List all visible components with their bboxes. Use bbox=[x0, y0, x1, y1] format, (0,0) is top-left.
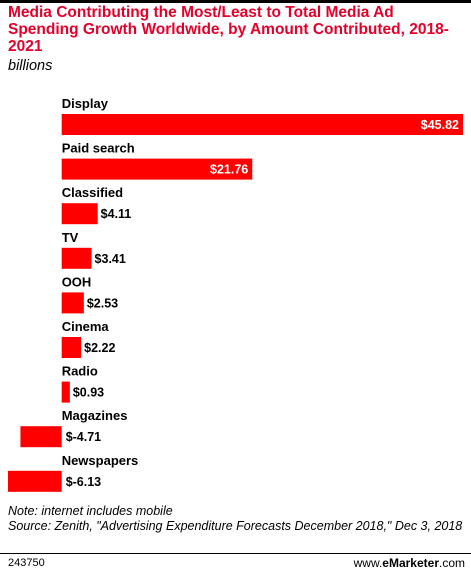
category-label-ooh: OOH bbox=[62, 274, 92, 289]
bar-paid-search bbox=[61, 158, 253, 180]
footnote-source: Source: Zenith, "Advertising Expenditure… bbox=[8, 519, 463, 533]
value-label-paid-search: $21.76 bbox=[210, 163, 248, 177]
category-label-classified: Classified bbox=[62, 185, 123, 200]
chart-title: Media Contributing the Most/Least to Tot… bbox=[8, 4, 449, 55]
category-label-paid-search: Paid search bbox=[62, 141, 135, 156]
category-label-cinema: Cinema bbox=[62, 319, 110, 334]
category-label-tv: TV bbox=[62, 230, 79, 245]
bar-ooh bbox=[61, 292, 84, 314]
bar-classified bbox=[61, 203, 98, 225]
value-label-cinema: $2.22 bbox=[84, 341, 115, 355]
value-label-classified: $4.11 bbox=[101, 207, 132, 221]
brand-prefix: www. bbox=[353, 556, 383, 570]
value-label-newspapers: $-6.13 bbox=[66, 475, 101, 489]
bottom-rule bbox=[0, 553, 471, 554]
bar-tv bbox=[61, 247, 92, 269]
category-label-magazines: Magazines bbox=[62, 408, 128, 423]
bar-cinema bbox=[61, 337, 82, 358]
category-label-newspapers: Newspapers bbox=[62, 453, 139, 468]
bar-chart: Display $45.82 Paid search $21.76 Classified… bbox=[8, 96, 464, 492]
bar-magazines bbox=[20, 426, 62, 448]
chart-id: 243750 bbox=[8, 557, 45, 569]
value-label-tv: $3.41 bbox=[95, 252, 126, 266]
emarketer-logo[interactable]: www.eMarketer.com bbox=[354, 556, 465, 570]
top-rule bbox=[0, 0, 471, 3]
brand-name: eMarketer bbox=[382, 556, 439, 570]
brand-suffix: .com bbox=[438, 556, 465, 570]
category-label-radio: Radio bbox=[62, 364, 98, 379]
value-label-ooh: $2.53 bbox=[87, 296, 118, 310]
value-label-radio: $0.93 bbox=[73, 386, 104, 400]
bar-display bbox=[61, 114, 464, 135]
chart-subtitle: billions bbox=[8, 58, 53, 74]
footnote-note: Note: internet includes mobile bbox=[8, 504, 173, 518]
bar-newspapers bbox=[8, 470, 62, 492]
category-label-display: Display bbox=[62, 96, 109, 111]
value-label-magazines: $-4.71 bbox=[66, 430, 101, 444]
bar-radio bbox=[61, 381, 70, 403]
value-label-display: $45.82 bbox=[421, 118, 459, 132]
